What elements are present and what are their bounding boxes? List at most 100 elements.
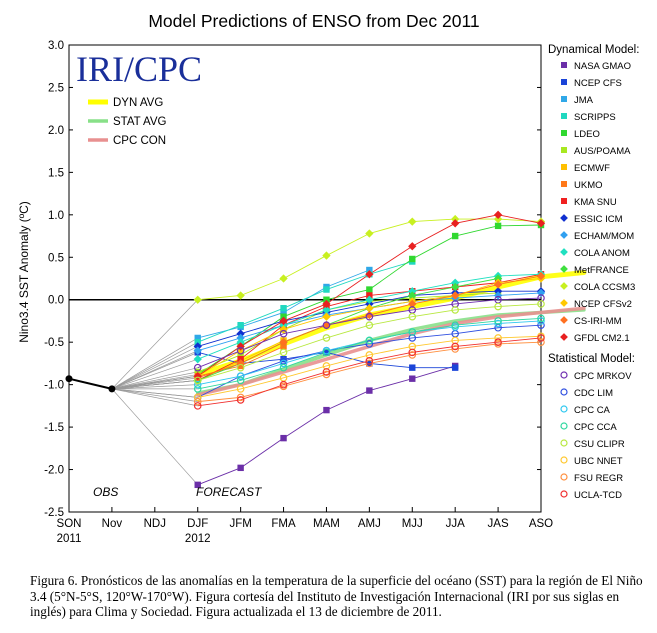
model-legend-marker: [560, 248, 568, 256]
series-point: [493, 274, 503, 283]
model-legend-marker: [561, 79, 567, 85]
forecast-fan-line: [111, 350, 198, 390]
series-line: [197, 292, 499, 373]
series-line: [197, 261, 413, 343]
series-point: [408, 291, 417, 300]
y-tick-label: 1.5: [48, 167, 64, 179]
y-tick-label: -2.5: [44, 507, 64, 519]
series-point: [194, 368, 201, 376]
average-legend: DYN AVG STAT AVG CPC CON: [88, 97, 167, 147]
series-point: [193, 380, 202, 389]
model-legend-label: GFDL CM2.1: [574, 333, 630, 344]
y-tick-label: 3.0: [48, 40, 64, 52]
series-point: [236, 393, 245, 402]
forecast-fan-line: [111, 341, 198, 390]
series-point: [536, 271, 546, 281]
series-point: [237, 355, 244, 363]
series-point: [193, 397, 202, 406]
series-point: [537, 314, 545, 323]
forecast-fan-line: [111, 358, 198, 390]
model-legend-marker: [560, 299, 568, 307]
series-point: [279, 329, 288, 338]
model-legend-label: KMA SNU: [574, 197, 617, 208]
model-legend-marker: [561, 96, 567, 102]
forecast-fan-line: [111, 388, 198, 402]
series-point: [365, 229, 374, 238]
y-tick-label: -1.0: [44, 380, 64, 392]
series-point: [493, 214, 503, 224]
x-year-label: 2011: [57, 533, 82, 545]
series-point: [451, 232, 459, 240]
series-line: [197, 335, 542, 398]
series-point: [193, 295, 202, 304]
x-tick-label: MAM: [313, 518, 340, 530]
x-year-label: 2012: [185, 533, 211, 545]
model-legend-label: SCRIPPS: [574, 112, 616, 123]
series-point: [237, 464, 244, 472]
series-point: [280, 343, 287, 350]
model-legend-marker: [561, 113, 567, 119]
model-legend-label: FSU REGR: [574, 473, 623, 484]
series-point: [279, 316, 288, 326]
series-point: [279, 363, 288, 372]
series-point: [366, 292, 373, 299]
series-point: [537, 300, 545, 308]
series-point: [322, 251, 331, 260]
average-legend-label: DYN AVG: [113, 97, 163, 109]
y-tick-label: 1.0: [48, 210, 64, 222]
series-point: [451, 306, 459, 314]
model-legend-marker: [561, 62, 567, 68]
model-legend-marker: [560, 231, 568, 239]
observed-line: [68, 377, 113, 390]
series-point: [366, 360, 373, 367]
model-legend-label: COLA CCSM3: [574, 282, 635, 293]
model-legend-label: ECMWF: [574, 163, 610, 174]
model-legend-marker: [561, 147, 567, 153]
average-legend-label: STAT AVG: [113, 116, 167, 128]
series-point: [537, 334, 545, 342]
legend-dynamical-title: Dynamical Model:: [548, 44, 639, 56]
observed-point: [108, 385, 116, 393]
series-point: [193, 385, 202, 393]
series-point: [494, 319, 502, 328]
forecast-fan-line: [111, 388, 198, 407]
series-point: [365, 312, 374, 321]
model-legend-marker: [561, 130, 567, 136]
series-point: [408, 348, 417, 357]
series-point: [280, 355, 287, 363]
series-point: [365, 299, 374, 309]
model-legend-label: ESSIC ICM: [574, 214, 623, 225]
series-point: [322, 348, 331, 357]
forecast-fan-line: [111, 380, 198, 390]
series-point: [537, 338, 545, 346]
series-point: [365, 295, 374, 304]
model-legend-marker: [560, 388, 568, 396]
series-point: [451, 291, 460, 300]
series-point: [451, 214, 460, 224]
y-axis-label: Nino3.4 SST Anomaly (ºC): [17, 201, 31, 343]
series-point: [408, 242, 417, 251]
series-point: [236, 376, 245, 385]
series-point: [493, 287, 503, 296]
forecast-fan-line: [111, 384, 198, 390]
forecast-fan-line: [111, 371, 198, 390]
grid-layer: [69, 298, 541, 486]
series-point: [409, 364, 416, 371]
model-legend-marker: [560, 371, 568, 379]
y-tick-label: -1.5: [44, 422, 64, 434]
model-legend-marker: [560, 405, 568, 413]
series-point: [366, 266, 373, 274]
model-legend-label: CPC CA: [574, 405, 611, 416]
series-point: [451, 282, 460, 292]
y-tick-label: -0.5: [44, 337, 64, 349]
series-point: [494, 338, 502, 346]
series-point: [194, 338, 201, 346]
series-point: [322, 334, 331, 342]
series-point: [237, 351, 244, 359]
legend-statistical-title: Statistical Model:: [548, 353, 635, 365]
series-point: [536, 219, 546, 228]
x-tick-label: MJJ: [402, 518, 423, 530]
series-point: [322, 370, 331, 379]
x-tick-label: Nov: [102, 518, 123, 530]
series-point: [323, 349, 330, 356]
